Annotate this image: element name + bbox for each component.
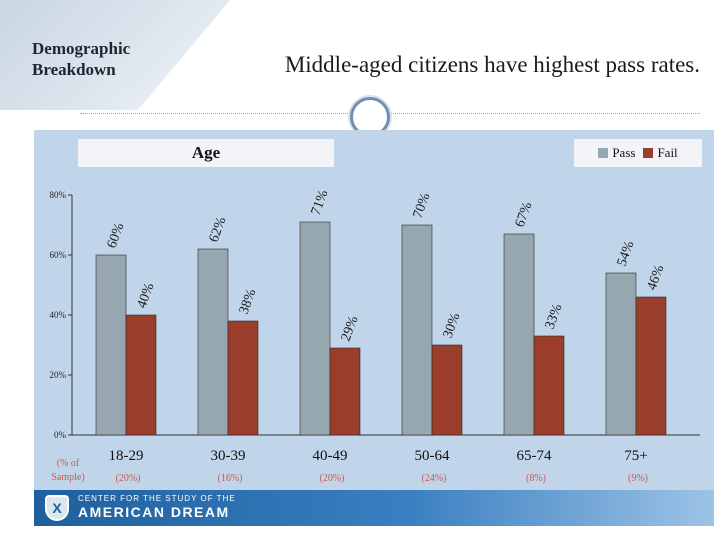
x-tick-label: 50-64 (415, 448, 450, 464)
data-label-fail: 29% (339, 314, 362, 344)
data-label-pass: 67% (513, 200, 536, 230)
section-title-line1: Demographic (32, 39, 131, 58)
data-label-pass: 70% (411, 191, 434, 221)
sample-share-label: (16%) (218, 473, 243, 484)
y-tick-label: 80% (50, 190, 67, 200)
sample-share-label: (8%) (526, 473, 546, 484)
x-tick-label: 75+ (624, 448, 647, 464)
x-tick-label: 65-74 (517, 448, 552, 464)
divider-line (80, 113, 700, 114)
legend-item-fail: Fail (643, 145, 678, 161)
shield-logo-icon: X (45, 495, 69, 521)
bar-fail (227, 320, 259, 436)
sample-share-label: (20%) (116, 473, 141, 484)
data-label-pass: 60% (105, 221, 128, 251)
data-label-fail: 38% (237, 287, 260, 317)
footer-band (34, 490, 714, 526)
chart-legend: Pass Fail (574, 139, 702, 167)
x-tick-label: 40-49 (313, 448, 348, 464)
bar-pass (197, 248, 229, 436)
headline: Middle-aged citizens have highest pass r… (284, 52, 700, 77)
data-label-pass: 71% (309, 188, 332, 218)
legend-swatch-pass (598, 148, 609, 158)
legend-item-pass: Pass (598, 145, 635, 161)
data-label-fail: 46% (645, 263, 668, 293)
sample-share-label: (24%) (422, 473, 447, 484)
bar-fail (533, 335, 565, 436)
y-tick-label: 20% (50, 370, 67, 380)
sample-label-line2: Sample) (51, 472, 84, 483)
sample-label-line1: (% of (57, 458, 80, 469)
legend-label-pass: Pass (612, 145, 636, 160)
org-name-line2: AMERICAN DREAM (78, 504, 230, 520)
y-tick-label: 40% (50, 310, 67, 320)
chart-title: Age (78, 139, 334, 167)
bar-fail (635, 296, 667, 436)
bar-pass (95, 254, 127, 436)
sample-share-label: (20%) (320, 473, 345, 484)
bar-fail (431, 344, 463, 436)
bar-pass (401, 224, 433, 436)
bar-pass (605, 272, 637, 436)
data-label-fail: 30% (441, 311, 464, 341)
data-label-pass: 54% (615, 239, 638, 269)
x-tick-label: 18-29 (109, 448, 144, 464)
bar-pass (299, 221, 331, 436)
x-tick-label: 30-39 (211, 448, 246, 464)
data-label-fail: 33% (543, 302, 566, 332)
data-label-pass: 62% (207, 215, 230, 245)
data-label-fail: 40% (135, 281, 158, 311)
bar-pass (503, 233, 535, 436)
org-name-line1: CENTER FOR THE STUDY OF THE (78, 494, 236, 503)
bar-fail (125, 314, 157, 436)
bar-fail (329, 347, 361, 436)
legend-swatch-fail (643, 148, 654, 158)
legend-label-fail: Fail (657, 145, 678, 160)
sample-share-label: (9%) (628, 473, 648, 484)
y-tick-label: 60% (50, 250, 67, 260)
section-title-line2: Breakdown (32, 60, 116, 79)
section-title: Demographic Breakdown (32, 38, 212, 80)
y-tick-label: 0% (54, 430, 67, 440)
